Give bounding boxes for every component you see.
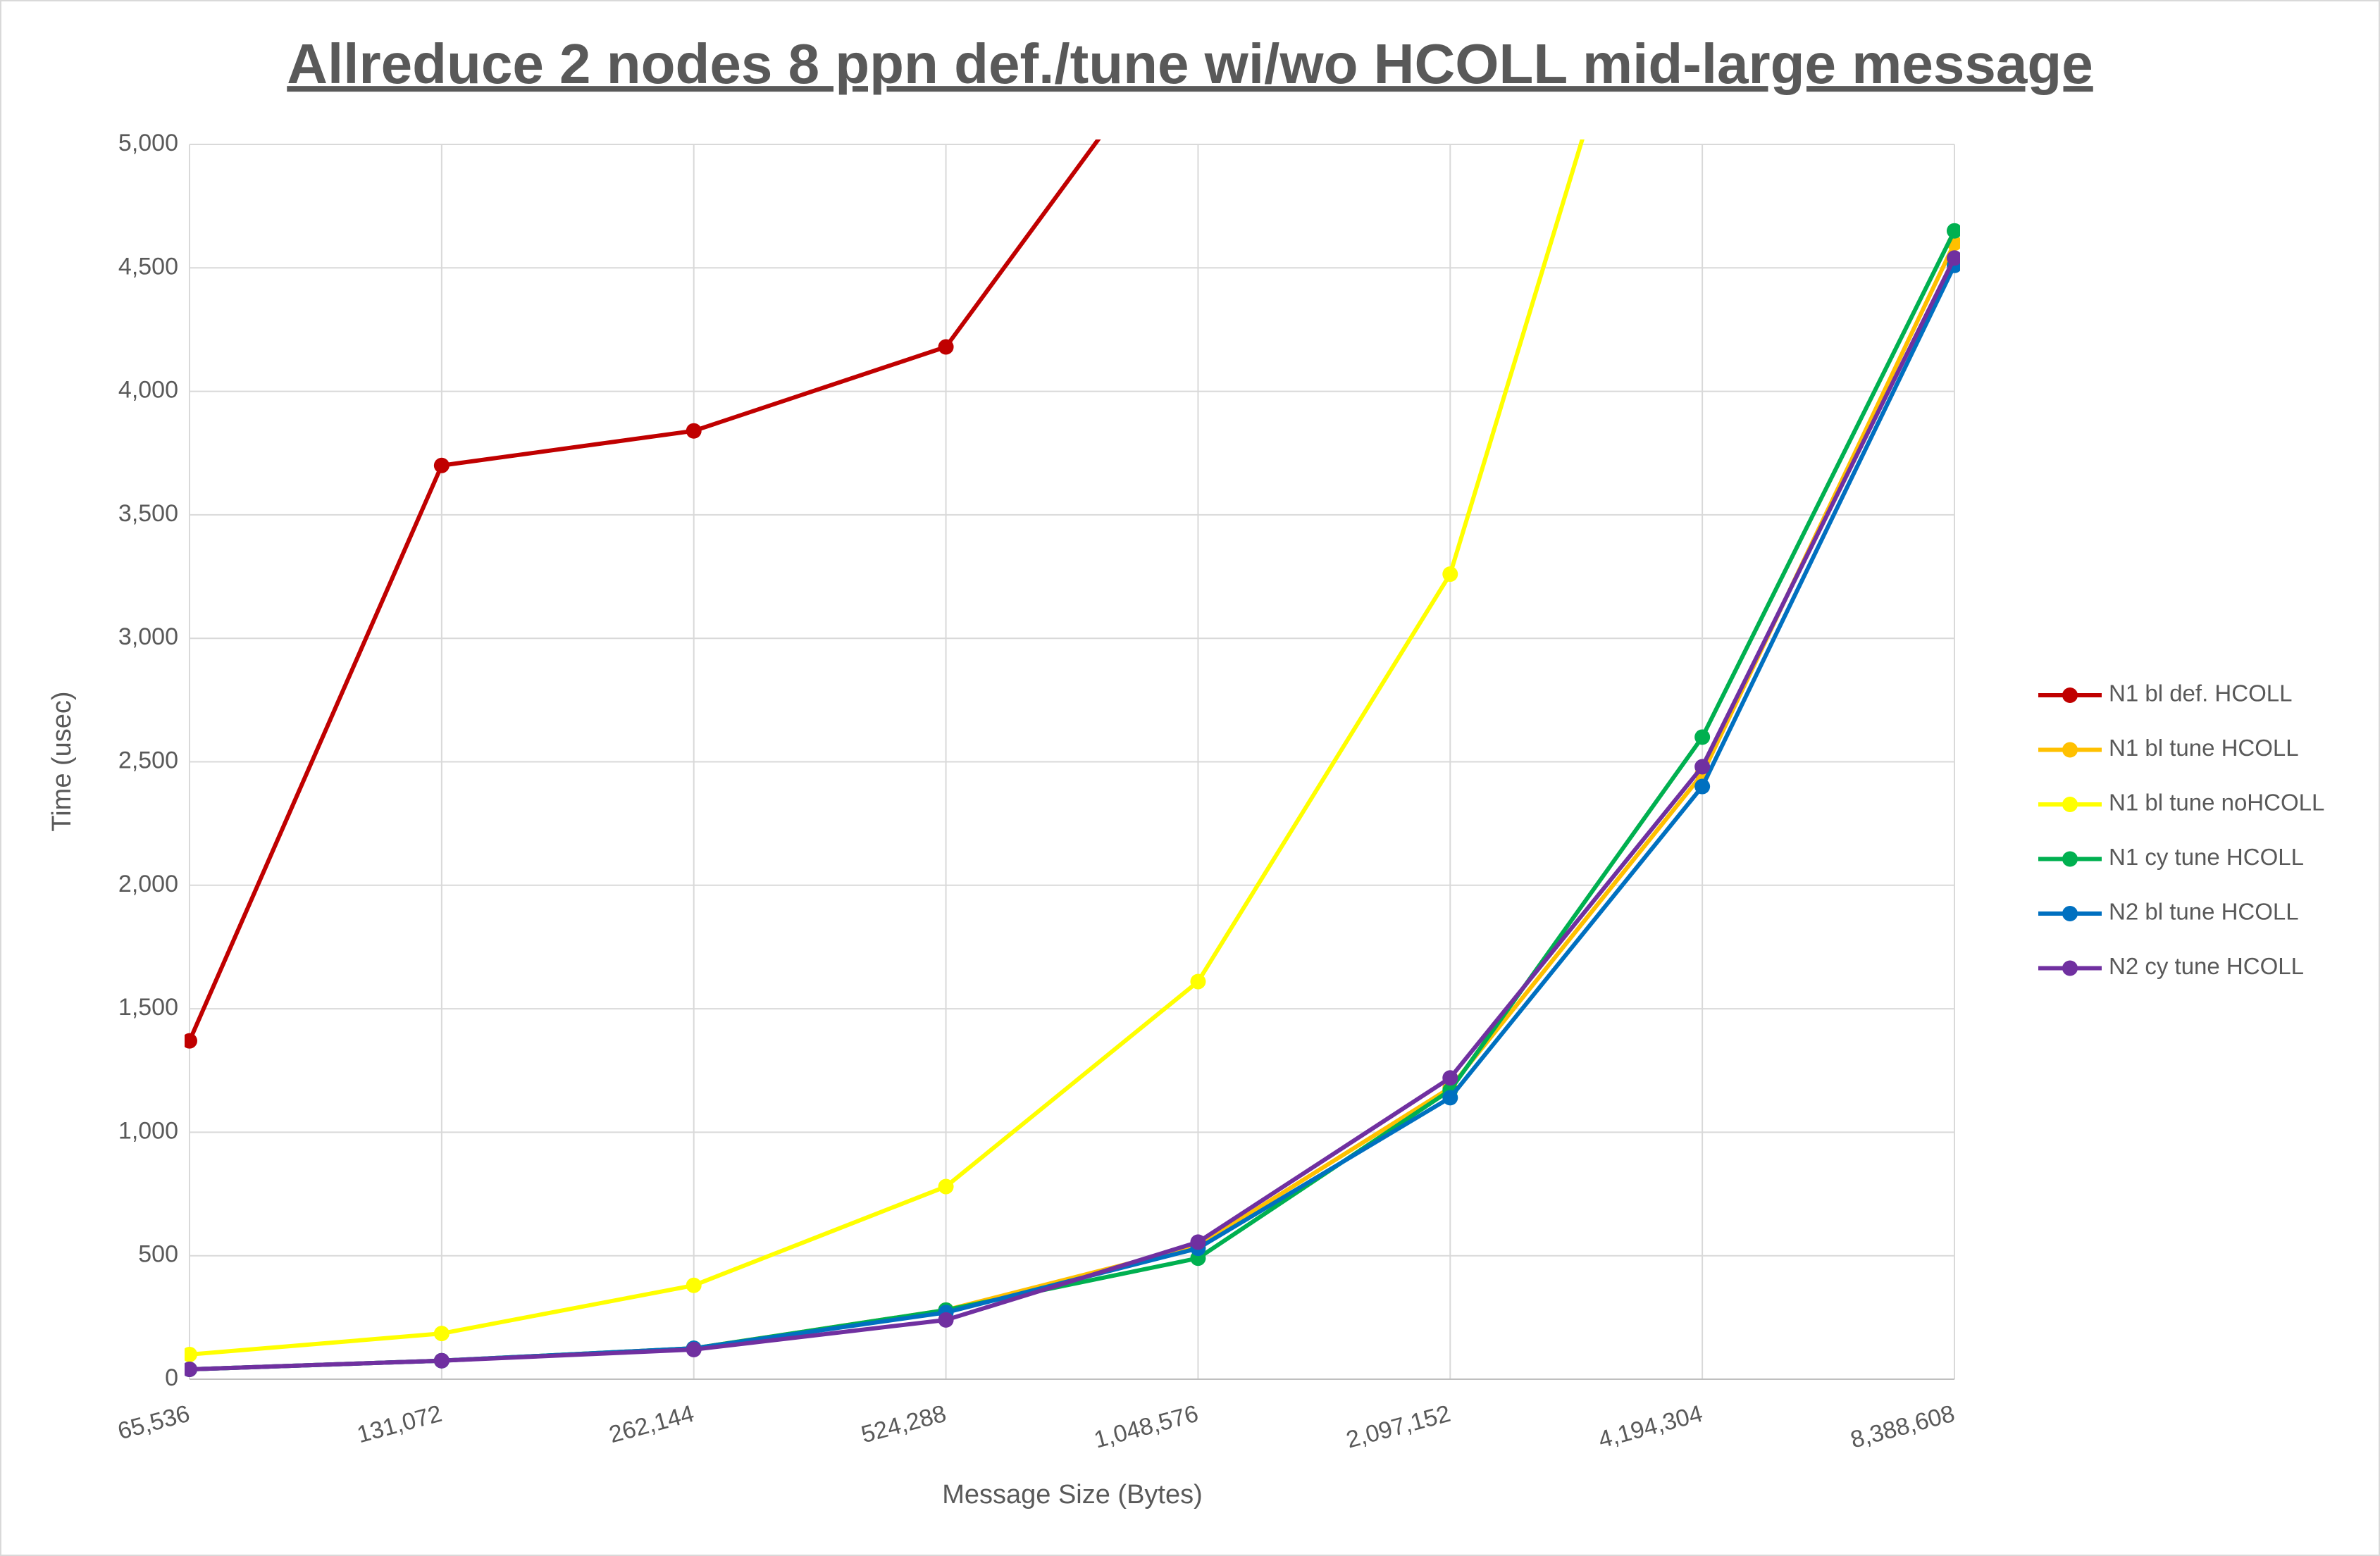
data-point (433, 1326, 450, 1342)
legend-label: N2 cy tune HCOLL (2109, 953, 2304, 979)
data-point (185, 1361, 197, 1377)
data-point (938, 1312, 954, 1328)
y-tick-label: 500 (138, 1241, 178, 1268)
data-point (1947, 250, 1960, 266)
plot-area (185, 139, 1960, 1377)
data-point (938, 1178, 954, 1195)
y-tick-label: 4,000 (118, 377, 178, 404)
data-point (686, 1341, 702, 1357)
data-point (1442, 1070, 1458, 1086)
y-tick-label: 2,500 (118, 747, 178, 773)
data-point (433, 1352, 450, 1369)
y-tick-label: 0 (165, 1364, 178, 1391)
series-line (189, 256, 1957, 1371)
legend-label: N1 bl tune noHCOLL (2109, 790, 2324, 816)
legend-marker (2062, 797, 2078, 812)
legend-label: N2 bl tune HCOLL (2109, 899, 2299, 925)
y-tick-label: 4,500 (118, 253, 178, 280)
legend-label: N1 bl def. HCOLL (2109, 680, 2292, 707)
data-point (185, 1346, 197, 1362)
legend-marker (2062, 906, 2078, 921)
y-tick-label: 2,000 (118, 871, 178, 897)
legend-marker (2062, 960, 2078, 976)
data-point (1694, 778, 1711, 795)
y-tick-label: 1,500 (118, 994, 178, 1021)
y-tick-label: 1,000 (118, 1117, 178, 1144)
y-tick-label: 5,000 (118, 130, 178, 156)
data-point (433, 457, 450, 473)
data-point (686, 423, 702, 439)
data-point (1947, 223, 1960, 239)
legend-label: N1 cy tune HCOLL (2109, 844, 2304, 870)
data-point (185, 1033, 197, 1049)
x-axis-title: Message Size (Bytes) (942, 1480, 1203, 1510)
data-point (686, 1277, 702, 1293)
y-tick-label: 3,000 (118, 623, 178, 650)
legend-label: N1 bl tune HCOLL (2109, 735, 2299, 761)
chart-title: Allreduce 2 nodes 8 ppn def./tune wi/wo … (287, 32, 2093, 95)
data-point (938, 339, 954, 355)
data-point (1694, 759, 1711, 775)
data-point (1694, 729, 1711, 745)
data-point (1190, 973, 1206, 990)
legend-marker (2062, 687, 2078, 703)
legend-marker (2062, 742, 2078, 758)
data-point (1442, 566, 1458, 583)
data-point (1190, 1234, 1206, 1250)
legend-marker (2062, 851, 2078, 867)
y-tick-label: 3,500 (118, 500, 178, 527)
data-point (1442, 1090, 1458, 1106)
y-axis-title: Time (usec) (47, 691, 77, 831)
